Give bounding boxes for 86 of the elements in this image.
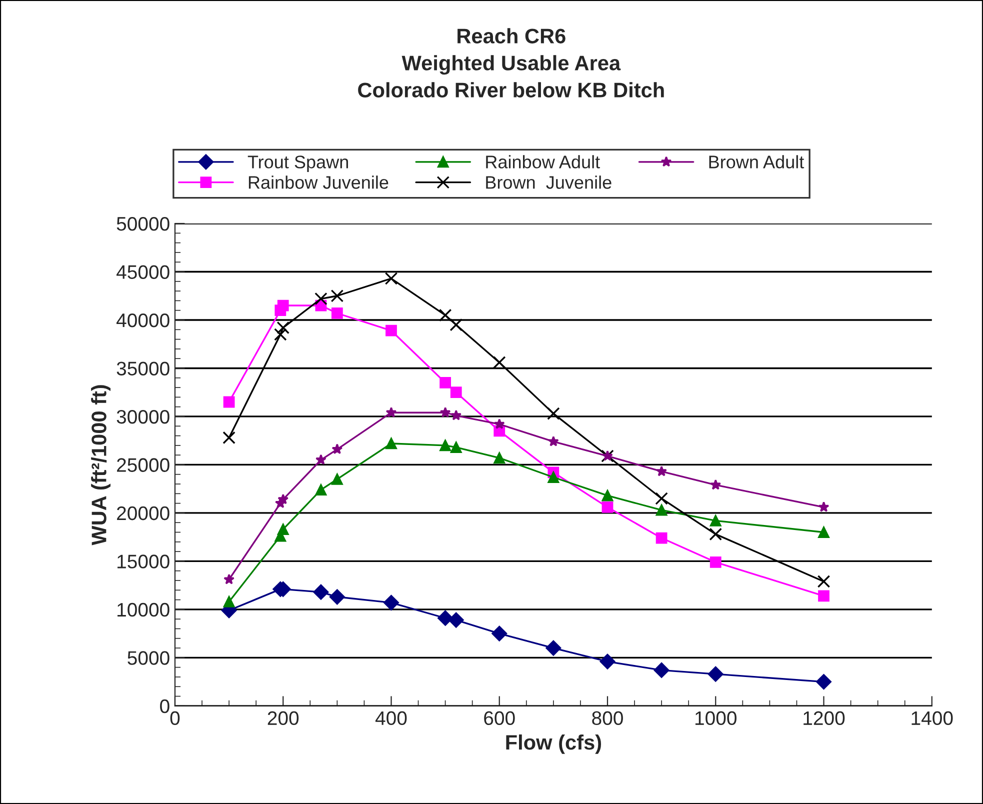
point	[710, 514, 722, 526]
legend-label: Rainbow Juvenile	[248, 176, 388, 189]
point	[546, 640, 562, 656]
point	[386, 324, 397, 336]
point	[654, 662, 670, 678]
chart-title: Reach CR6 Weighted Usable Area Colorado River below KB Ditch	[358, 28, 664, 98]
point	[384, 594, 399, 610]
point	[315, 454, 326, 465]
point	[450, 442, 462, 454]
point	[602, 501, 614, 513]
y-tick-label: 10000	[118, 602, 170, 617]
legend-label: Trout Spawn	[248, 156, 348, 172]
legend-label: Rainbow Adult	[486, 155, 600, 168]
legend-label: Brown Juvenile	[486, 176, 612, 189]
point	[222, 431, 236, 444]
point	[817, 575, 830, 588]
point	[277, 300, 289, 312]
point	[655, 492, 668, 505]
point	[223, 396, 235, 408]
point	[656, 466, 668, 476]
point	[656, 532, 668, 544]
point	[276, 321, 290, 334]
y-tick-label: 5000	[128, 651, 170, 665]
point	[816, 674, 832, 690]
point	[313, 584, 329, 600]
y-axis-title: WUA (ft²/1000 ft)	[91, 385, 110, 546]
point	[223, 596, 235, 608]
point	[274, 328, 287, 341]
point	[708, 666, 724, 682]
point	[384, 272, 398, 285]
y-tick-label: 40000	[116, 313, 170, 328]
point	[438, 308, 452, 322]
point	[278, 494, 289, 504]
point	[818, 590, 830, 602]
point	[329, 589, 345, 605]
point	[494, 418, 505, 429]
point	[277, 524, 289, 536]
point	[440, 406, 451, 418]
point	[450, 318, 463, 332]
point	[440, 377, 451, 388]
x-tick-label: 400	[375, 711, 407, 726]
y-tick-label: 50000	[116, 216, 170, 231]
point	[492, 626, 508, 642]
x-axis-title: Flow (cfs)	[506, 734, 602, 754]
y-tick-label: 15000	[118, 554, 170, 568]
x-tick-label: 600	[484, 711, 515, 726]
y-tick-label: 0	[160, 699, 170, 714]
point	[331, 308, 343, 319]
point	[450, 410, 462, 420]
point	[547, 407, 560, 420]
y-tick-label: 30000	[116, 410, 170, 424]
point	[330, 289, 344, 302]
point	[386, 438, 397, 450]
x-tick-label: 1000	[695, 711, 736, 726]
point	[386, 406, 397, 418]
point	[600, 654, 616, 670]
point	[818, 526, 830, 538]
point	[494, 452, 506, 464]
point	[818, 501, 830, 512]
point	[548, 436, 559, 446]
point	[438, 610, 454, 626]
point	[710, 479, 722, 490]
legend-label: Brown Adult	[709, 155, 804, 168]
x-tick-label: 1400	[912, 711, 953, 726]
point	[602, 490, 614, 502]
point	[710, 556, 722, 568]
point	[492, 356, 506, 369]
point	[331, 473, 343, 485]
y-tick-label: 35000	[116, 362, 170, 376]
point	[450, 386, 462, 398]
point	[440, 440, 451, 452]
y-tick-label: 25000	[117, 458, 170, 472]
point	[332, 444, 343, 454]
point	[448, 612, 464, 628]
point	[709, 528, 722, 541]
x-tick-label: 200	[268, 711, 299, 726]
y-tick-label: 20000	[117, 506, 170, 520]
point	[224, 574, 234, 584]
x-tick-label: 0	[170, 711, 180, 726]
point	[315, 484, 327, 496]
point	[314, 292, 328, 306]
y-tick-label: 45000	[116, 265, 170, 279]
point	[656, 504, 668, 516]
point	[548, 472, 560, 483]
x-tick-label: 800	[592, 711, 623, 726]
x-tick-label: 1200	[804, 711, 845, 726]
